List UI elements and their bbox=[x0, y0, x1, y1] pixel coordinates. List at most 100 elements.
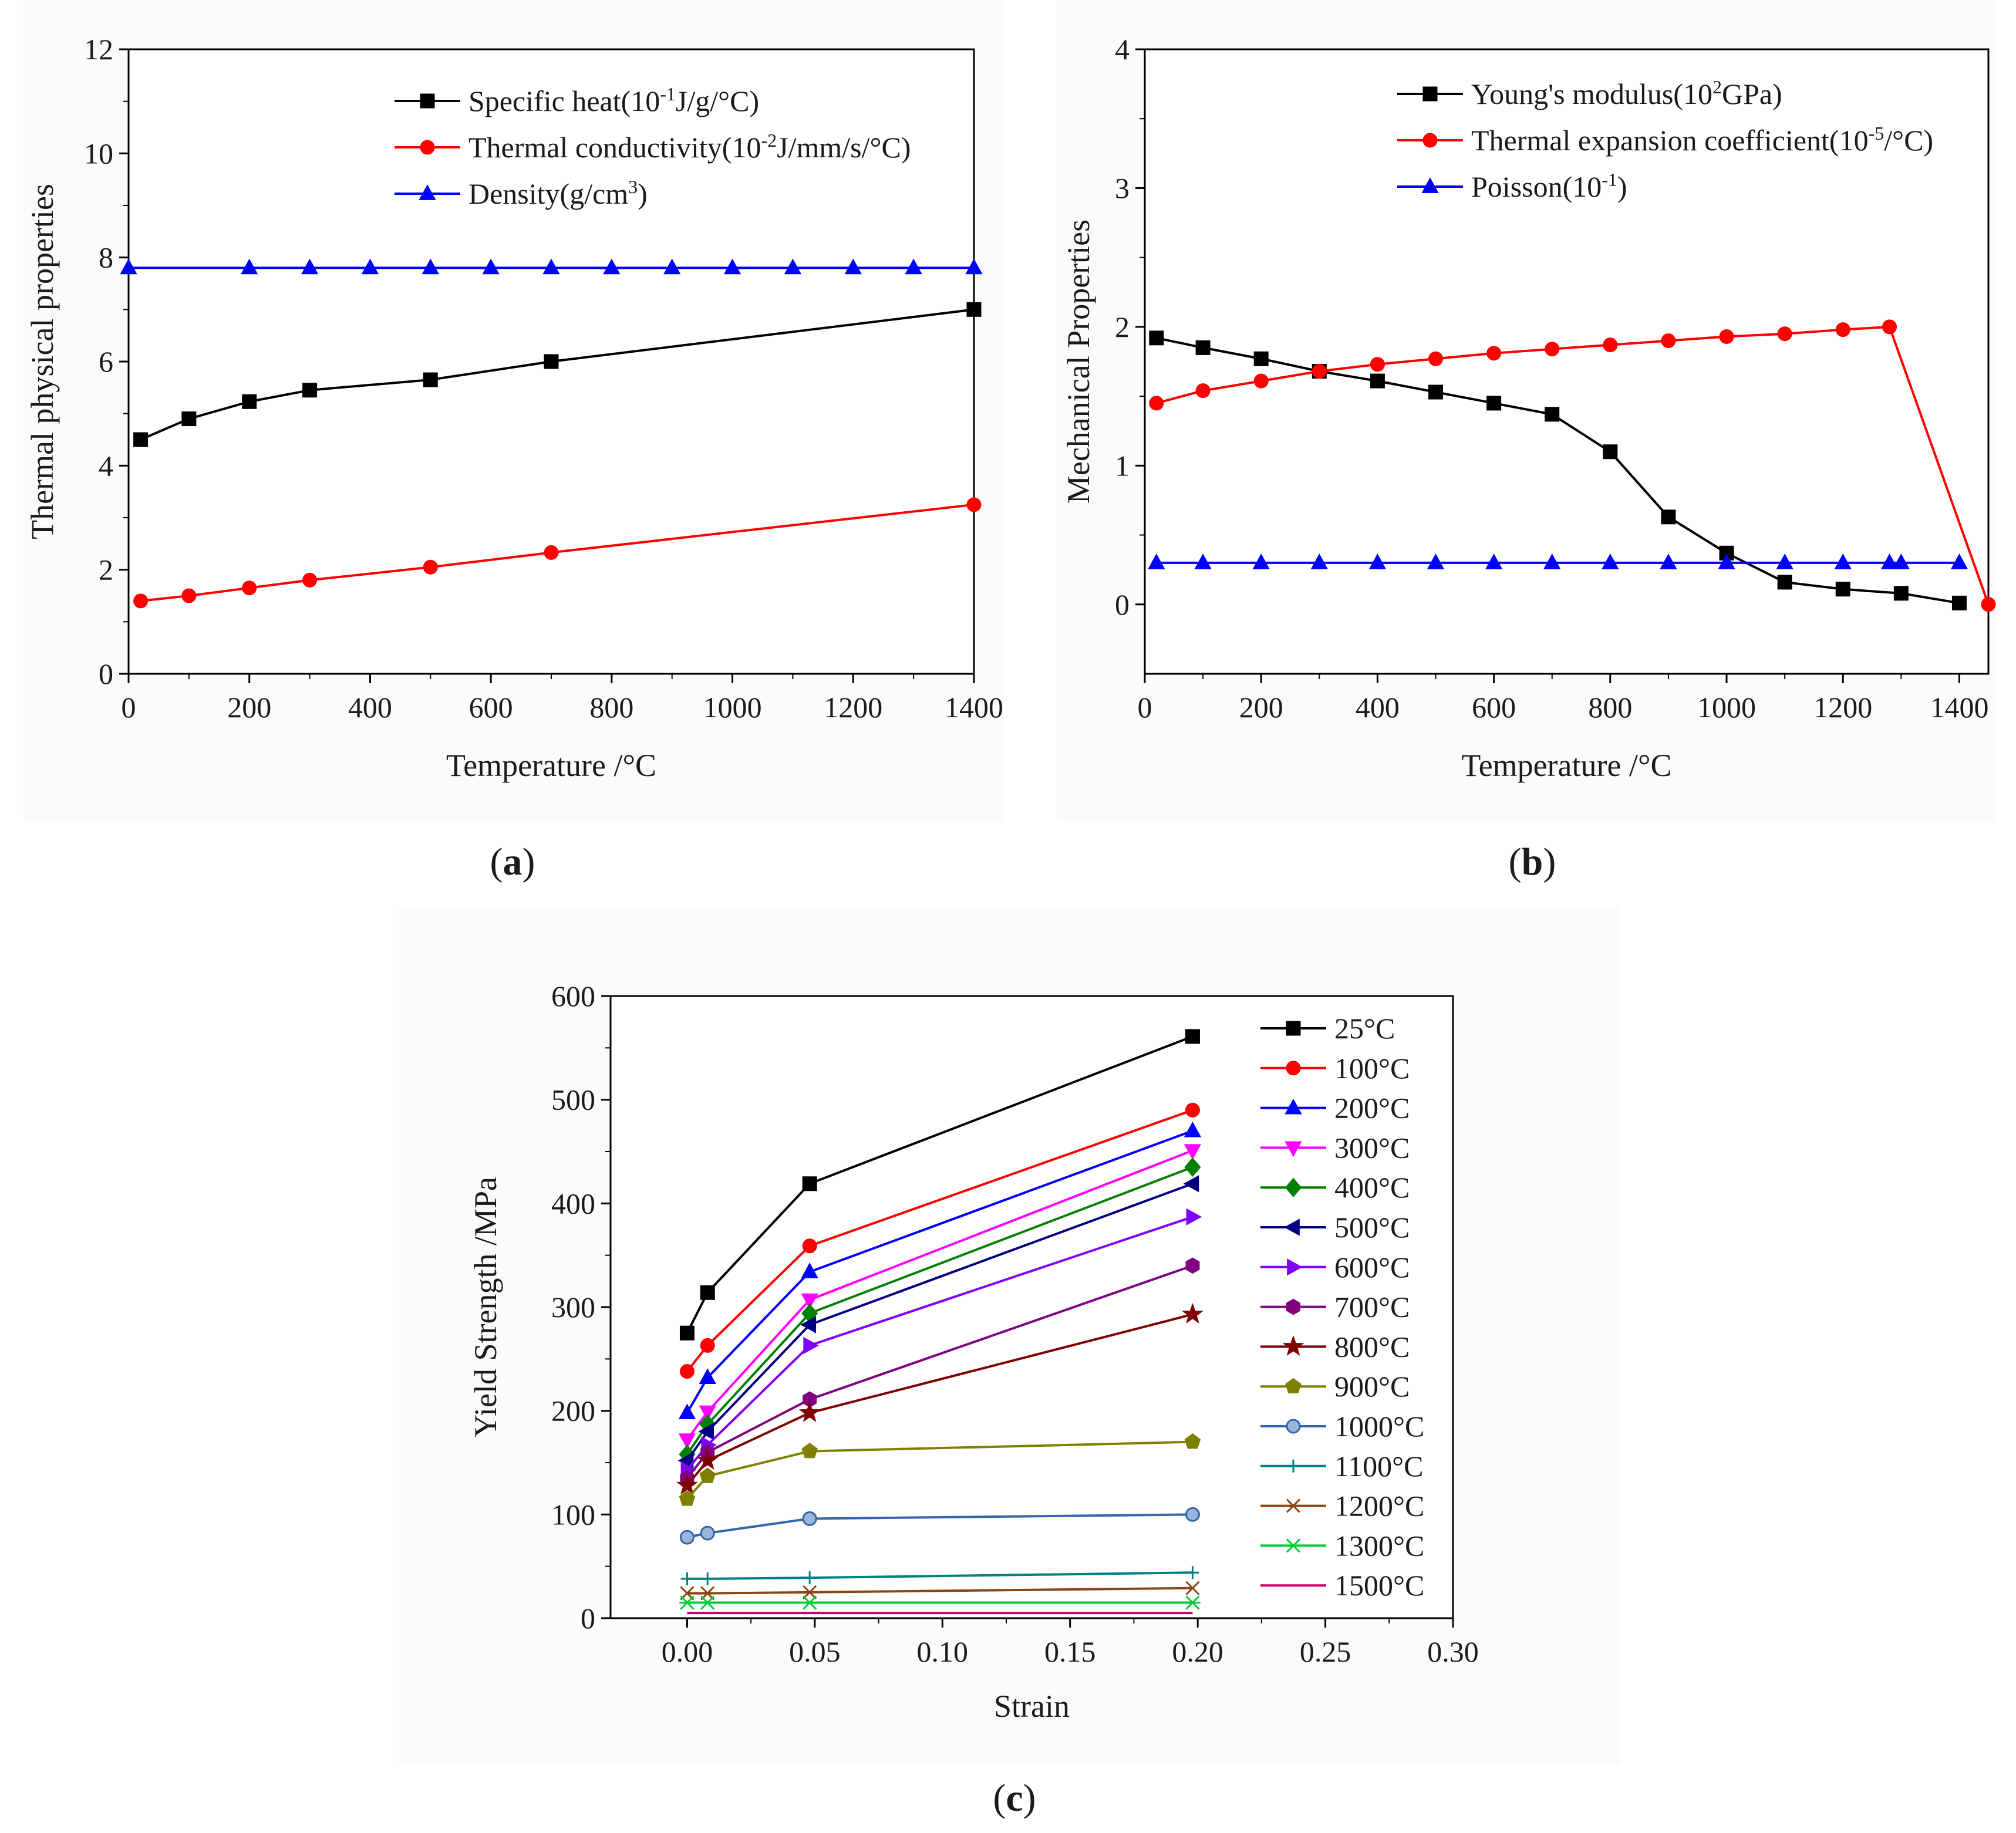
data-point bbox=[1603, 444, 1618, 460]
data-point bbox=[1185, 1257, 1200, 1274]
legend-label: Density(g/cm3) bbox=[468, 176, 648, 210]
data-point bbox=[1893, 586, 1909, 601]
legend-marker bbox=[1286, 1498, 1301, 1513]
data-point bbox=[696, 1449, 719, 1470]
data-point bbox=[679, 1364, 695, 1379]
data-point bbox=[679, 1490, 696, 1506]
data-point bbox=[482, 258, 500, 275]
series-1100-c bbox=[680, 1566, 1199, 1585]
x-tick-label: 1000 bbox=[703, 691, 762, 724]
x-tick-label: 0.05 bbox=[789, 1635, 841, 1668]
y-tick-label: 0 bbox=[1115, 588, 1130, 621]
x-tick-label: 0.15 bbox=[1044, 1635, 1096, 1668]
data-point bbox=[1184, 1121, 1202, 1137]
legend-item-1000-c: 1000°C bbox=[1260, 1410, 1424, 1443]
data-point bbox=[301, 258, 319, 275]
y-tick-label: 4 bbox=[1115, 33, 1130, 66]
legend-label: 100°C bbox=[1334, 1052, 1410, 1085]
data-point bbox=[1186, 1566, 1199, 1579]
x-tick-label: 0.00 bbox=[662, 1635, 713, 1668]
data-point bbox=[1719, 329, 1734, 344]
y-tick-label: 6 bbox=[99, 345, 113, 378]
data-point bbox=[1545, 407, 1560, 422]
legend-label: 400°C bbox=[1334, 1171, 1410, 1204]
legend-item-1200-c: 1200°C bbox=[1260, 1490, 1424, 1523]
legend-item-1100-c: 1100°C bbox=[1260, 1450, 1424, 1483]
legend-marker bbox=[1285, 1141, 1302, 1157]
data-point bbox=[801, 1595, 818, 1610]
data-point bbox=[798, 1401, 821, 1422]
data-point bbox=[242, 580, 257, 596]
x-axis-title: Temperature /°C bbox=[1461, 748, 1671, 783]
chart-panel-a: 0 200 400 600 800 1000 1200 1400 0 2 4 6 8 10 12 Temper… bbox=[25, 33, 1003, 883]
x-tick-label: 200 bbox=[1239, 691, 1283, 724]
y-tick-label: 300 bbox=[551, 1291, 595, 1324]
legend-marker bbox=[1285, 1177, 1302, 1197]
legend: 25°C 100°C 200°C 300°C 400°C 500°C 600°C 700°C 8… bbox=[1260, 1012, 1424, 1602]
data-point bbox=[1368, 553, 1387, 569]
legend-label: Thermal conductivity(10-2J/mm/s/°C) bbox=[468, 130, 911, 164]
data-point bbox=[1428, 351, 1444, 366]
data-point bbox=[423, 372, 438, 387]
legend-item-700-c: 700°C bbox=[1260, 1291, 1410, 1324]
series-line bbox=[686, 1035, 1194, 1334]
legend-item-100-c: 100°C bbox=[1260, 1052, 1410, 1085]
legend-label: 700°C bbox=[1334, 1291, 1410, 1324]
legend-label: Poisson(10-1) bbox=[1471, 169, 1627, 203]
series-thermal-expansion-coefficient-10-5-c bbox=[1149, 319, 1996, 612]
legend-item-200-c: 200°C bbox=[1260, 1092, 1410, 1125]
data-point bbox=[844, 258, 862, 275]
plot-frame bbox=[609, 995, 1454, 1619]
data-point bbox=[801, 1262, 818, 1278]
y-tick-label: 4 bbox=[99, 449, 113, 482]
y-tick-label: 1 bbox=[1115, 449, 1130, 482]
y-tick-label: 2 bbox=[1115, 310, 1130, 343]
data-point bbox=[1252, 553, 1270, 569]
legend-label: 600°C bbox=[1334, 1251, 1410, 1284]
y-tick-label: 100 bbox=[551, 1498, 595, 1531]
x-tick-label: 0 bbox=[122, 691, 136, 724]
data-point bbox=[663, 258, 681, 275]
data-point bbox=[603, 258, 621, 275]
data-point bbox=[698, 1423, 714, 1440]
data-point bbox=[1185, 1581, 1200, 1595]
data-point bbox=[1603, 337, 1618, 353]
series-500-c bbox=[677, 1175, 1199, 1470]
data-point bbox=[1182, 1303, 1203, 1324]
data-point bbox=[699, 1368, 716, 1384]
data-point bbox=[361, 258, 379, 275]
panel-label: (c) bbox=[993, 1777, 1036, 1820]
legend-marker bbox=[1287, 1258, 1303, 1276]
data-point bbox=[701, 1572, 714, 1585]
legend-item-300-c: 300°C bbox=[1260, 1131, 1410, 1164]
series-900-c bbox=[679, 1433, 1201, 1506]
data-point bbox=[965, 258, 983, 275]
data-point bbox=[1194, 553, 1212, 569]
data-point bbox=[801, 1293, 818, 1309]
series-line bbox=[686, 1182, 1194, 1461]
data-point bbox=[1660, 553, 1677, 569]
data-point bbox=[803, 1336, 819, 1355]
y-tick-label: 10 bbox=[84, 137, 113, 170]
data-point bbox=[241, 258, 258, 275]
data-point bbox=[1185, 1595, 1201, 1610]
data-point bbox=[422, 258, 439, 275]
data-point bbox=[1718, 553, 1735, 569]
data-point bbox=[699, 1405, 716, 1422]
data-point bbox=[1148, 553, 1165, 569]
x-tick-label: 400 bbox=[1356, 691, 1400, 724]
legend-marker bbox=[1421, 177, 1439, 193]
x-tick-label: 200 bbox=[227, 691, 271, 724]
data-point bbox=[242, 394, 257, 409]
legend: Young's modulus(102GPa) Thermal expansion… bbox=[1397, 76, 1933, 203]
legend-marker bbox=[1282, 1335, 1304, 1356]
data-point bbox=[723, 258, 741, 275]
legend-marker bbox=[420, 93, 435, 109]
legend-label: 1100°C bbox=[1334, 1450, 1424, 1483]
data-point bbox=[1370, 373, 1385, 389]
series-line bbox=[686, 1166, 1194, 1455]
x-tick-label: 0.20 bbox=[1172, 1635, 1223, 1668]
data-point bbox=[1428, 384, 1444, 400]
data-point bbox=[1543, 553, 1561, 569]
